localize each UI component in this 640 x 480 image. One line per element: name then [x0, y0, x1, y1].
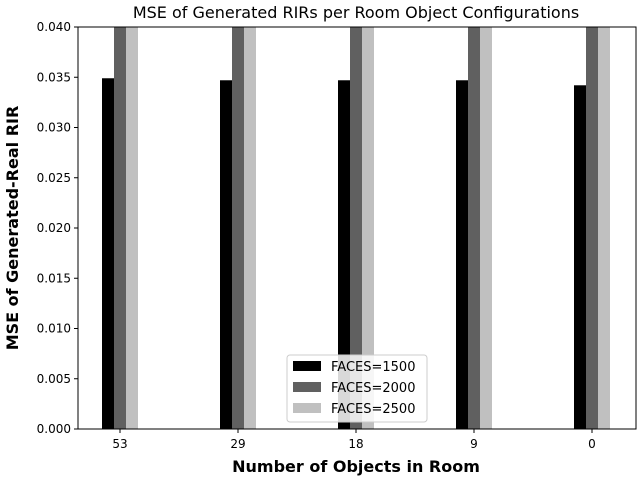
- bar-series-2-18: [350, 27, 362, 429]
- x-tick-label: 9: [470, 437, 478, 451]
- y-tick-label: 0.030: [37, 121, 71, 135]
- y-axis: 0.000 0.005 0.010 0.015 0.020 0.025 0.030 0.035…: [37, 20, 78, 436]
- y-tick-label: 0.035: [37, 70, 71, 84]
- bar-series-3-53: [126, 27, 138, 429]
- y-tick-label: 0.000: [37, 422, 71, 436]
- bar-series-2-0: [586, 27, 598, 429]
- bar-series-3-29: [244, 27, 256, 429]
- legend-label: FACES=2000: [331, 381, 415, 396]
- legend: FACES=1500 FACES=2000 FACES=2500: [286, 354, 428, 423]
- x-tick-label: 29: [230, 437, 245, 451]
- y-tick-label: 0.025: [37, 171, 71, 185]
- y-tick-label: 0.005: [37, 372, 71, 386]
- x-axis-label: Number of Objects in Room: [232, 457, 480, 476]
- bar-series-1-18: [338, 80, 350, 429]
- y-tick-label: 0.010: [37, 322, 71, 336]
- legend-swatch: [293, 403, 321, 413]
- x-tick-label: 0: [588, 437, 596, 451]
- bar-series-1-53: [102, 78, 114, 429]
- x-tick-label: 53: [112, 437, 127, 451]
- bars-group: [102, 27, 610, 429]
- y-tick-label: 0.015: [37, 271, 71, 285]
- x-tick-label: 18: [348, 437, 363, 451]
- chart-title: MSE of Generated RIRs per Room Object Co…: [133, 3, 579, 22]
- y-tick-label: 0.020: [37, 221, 71, 235]
- legend-label: FACES=2500: [331, 402, 415, 417]
- legend-box: [286, 354, 428, 423]
- bar-series-3-18: [362, 27, 374, 429]
- legend-swatch: [293, 382, 321, 392]
- x-axis: 53 29 18 9 0: [112, 429, 596, 451]
- legend-swatch: [293, 361, 321, 371]
- bar-series-2-29: [232, 27, 244, 429]
- plot-area: 0.000 0.005 0.010 0.015 0.020 0.025 0.030 0.035…: [37, 20, 637, 451]
- bar-series-3-0: [598, 27, 610, 429]
- y-axis-label: MSE of Generated-Real RIR: [3, 106, 22, 351]
- bar-series-2-9: [468, 27, 480, 429]
- bar-series-2-53: [114, 27, 126, 429]
- y-tick-label: 0.040: [37, 20, 71, 34]
- legend-label: FACES=1500: [331, 360, 415, 375]
- bar-series-1-29: [220, 80, 232, 429]
- bar-series-1-9: [456, 80, 468, 429]
- bar-series-3-9: [480, 27, 492, 429]
- bar-series-1-0: [574, 85, 586, 429]
